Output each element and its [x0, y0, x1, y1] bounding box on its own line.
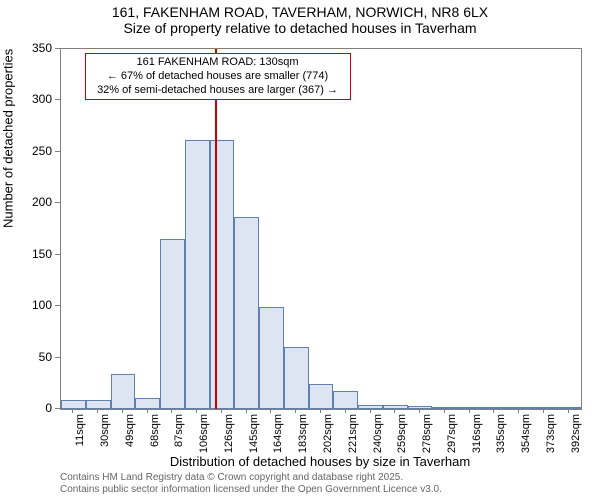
x-tick [221, 408, 222, 413]
x-tick-label: 373sqm [545, 414, 557, 454]
y-tick-label: 300 [32, 92, 52, 106]
footer-line: Contains public sector information licen… [60, 484, 442, 496]
x-tick [543, 408, 544, 413]
x-tick-label: 87sqm [173, 414, 185, 454]
footer-line: Contains HM Land Registry data © Crown c… [60, 472, 442, 484]
histogram-bar [333, 391, 358, 410]
histogram-bar [160, 239, 185, 409]
x-tick-label: 68sqm [149, 414, 161, 454]
x-tick [147, 408, 148, 413]
x-tick [97, 408, 98, 413]
histogram-bar [234, 217, 259, 409]
y-tick-label: 0 [45, 401, 52, 415]
x-tick [568, 408, 569, 413]
x-tick-label: 183sqm [297, 414, 309, 454]
histogram-bar [111, 374, 136, 409]
y-tick-label: 50 [39, 350, 52, 364]
x-tick [196, 408, 197, 413]
histogram-bar [210, 140, 235, 409]
x-tick [320, 408, 321, 413]
title-sub: Size of property relative to detached ho… [0, 20, 600, 36]
x-tick-label: 221sqm [347, 414, 359, 454]
x-tick-label: 240sqm [372, 414, 384, 454]
annotation-line: ← 67% of detached houses are smaller (77… [90, 70, 346, 84]
histogram-bar [284, 347, 309, 409]
x-tick-label: 202sqm [322, 414, 334, 454]
x-tick-label: 30sqm [99, 414, 111, 454]
x-tick [270, 408, 271, 413]
x-tick [518, 408, 519, 413]
title-main: 161, FAKENHAM ROAD, TAVERHAM, NORWICH, N… [0, 4, 600, 20]
plot-area: 161 FAKENHAM ROAD: 130sqm ← 67% of detac… [60, 48, 582, 410]
y-tick-label: 100 [32, 298, 52, 312]
x-tick-label: 11sqm [74, 414, 86, 454]
y-tick-label: 350 [32, 41, 52, 55]
x-tick-label: 106sqm [198, 414, 210, 454]
histogram-bar [259, 307, 284, 409]
y-axis: 050100150200250300350 [0, 48, 60, 408]
histogram-bar [309, 384, 334, 409]
chart-container: 161, FAKENHAM ROAD, TAVERHAM, NORWICH, N… [0, 4, 600, 504]
x-tick [444, 408, 445, 413]
x-tick [419, 408, 420, 413]
y-tick-label: 150 [32, 247, 52, 261]
x-tick [246, 408, 247, 413]
footer: Contains HM Land Registry data © Crown c… [60, 472, 442, 496]
x-tick [394, 408, 395, 413]
reference-line [215, 49, 217, 409]
x-tick-label: 145sqm [248, 414, 260, 454]
x-tick-label: 126sqm [223, 414, 235, 454]
x-tick [370, 408, 371, 413]
annotation-line: 32% of semi-detached houses are larger (… [90, 84, 346, 98]
annotation-line: 161 FAKENHAM ROAD: 130sqm [90, 56, 346, 70]
annotation-box: 161 FAKENHAM ROAD: 130sqm ← 67% of detac… [85, 53, 351, 100]
x-tick-label: 259sqm [396, 414, 408, 454]
x-tick-label: 164sqm [272, 414, 284, 454]
x-tick-label: 316sqm [471, 414, 483, 454]
x-tick [72, 408, 73, 413]
x-tick-label: 392sqm [570, 414, 582, 454]
x-tick [295, 408, 296, 413]
x-tick [469, 408, 470, 413]
x-tick [345, 408, 346, 413]
x-tick [493, 408, 494, 413]
x-tick-label: 297sqm [446, 414, 458, 454]
x-tick-label: 278sqm [421, 414, 433, 454]
x-tick-label: 335sqm [495, 414, 507, 454]
x-axis-label: Distribution of detached houses by size … [60, 454, 580, 469]
x-tick-label: 354sqm [520, 414, 532, 454]
histogram-bar [185, 140, 210, 409]
x-tick-label: 49sqm [124, 414, 136, 454]
y-tick-label: 250 [32, 144, 52, 158]
x-tick [171, 408, 172, 413]
x-tick [122, 408, 123, 413]
y-tick-label: 200 [32, 195, 52, 209]
